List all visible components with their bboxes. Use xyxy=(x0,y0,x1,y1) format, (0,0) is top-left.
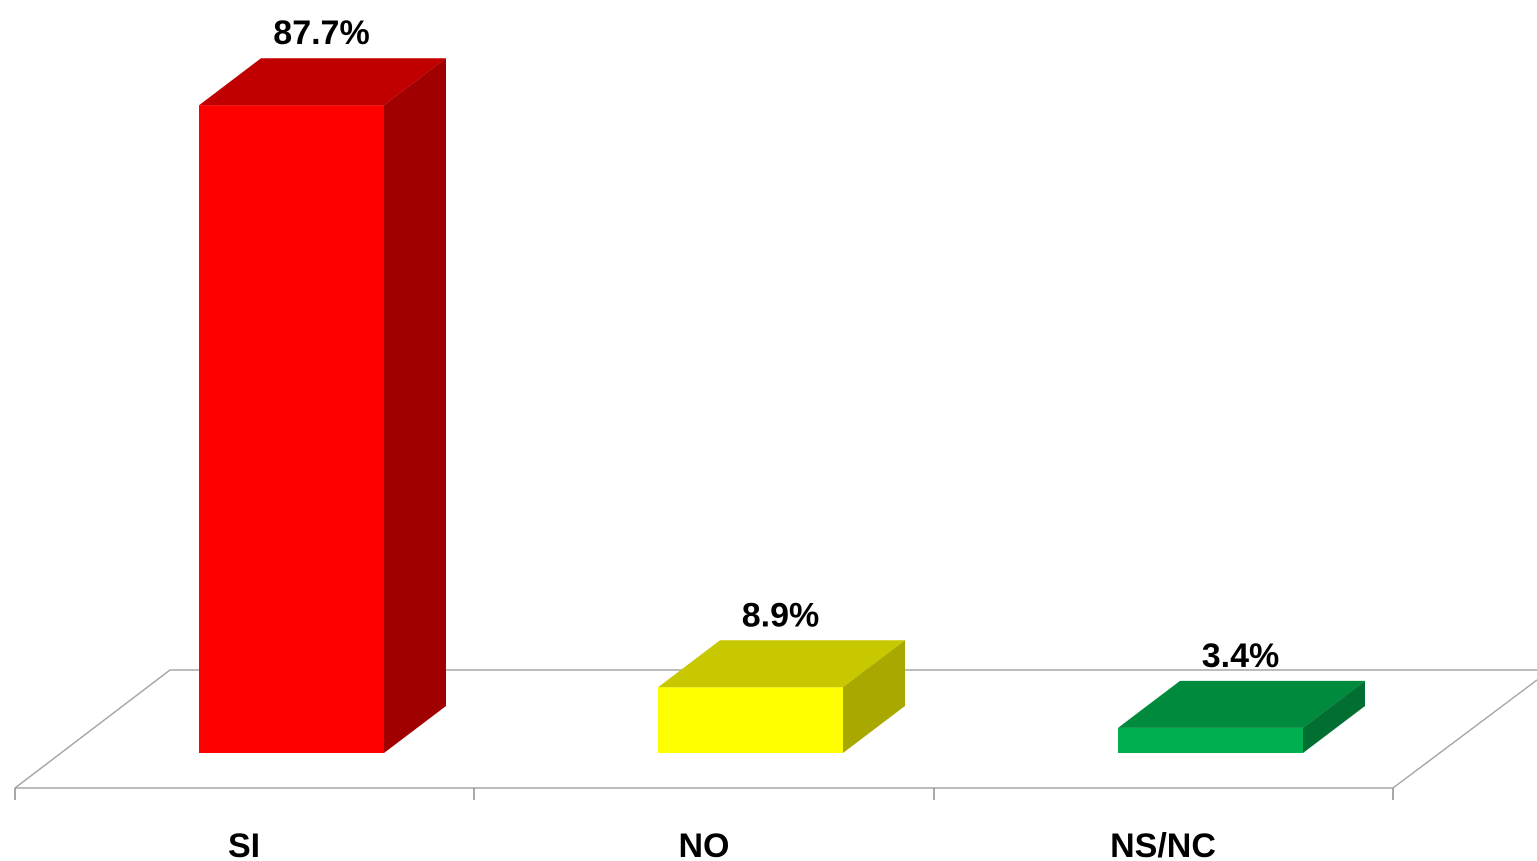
data-label: 8.9% xyxy=(742,596,820,634)
bar-front xyxy=(199,105,384,753)
category-label: NS/NC xyxy=(1110,827,1216,861)
bar-top xyxy=(1118,680,1365,728)
bar-side xyxy=(1303,680,1365,753)
bar-top xyxy=(658,640,905,688)
category-label: SI xyxy=(228,827,260,861)
bar-series xyxy=(199,58,1365,754)
bar-front xyxy=(1118,727,1303,753)
data-labels: 87.7% 8.9% 3.4% xyxy=(273,14,1279,675)
bar-front xyxy=(658,687,843,753)
bar-top xyxy=(199,58,446,106)
bar-no xyxy=(658,640,905,753)
category-label: NO xyxy=(679,827,730,861)
bar-ns-nc xyxy=(1118,680,1365,753)
bar-side xyxy=(843,640,905,753)
bar-side xyxy=(384,58,446,754)
data-label: 87.7% xyxy=(273,14,369,52)
data-label: 3.4% xyxy=(1202,637,1280,675)
category-labels: SI NO NS/NC xyxy=(228,827,1216,861)
bar-si xyxy=(199,58,446,754)
